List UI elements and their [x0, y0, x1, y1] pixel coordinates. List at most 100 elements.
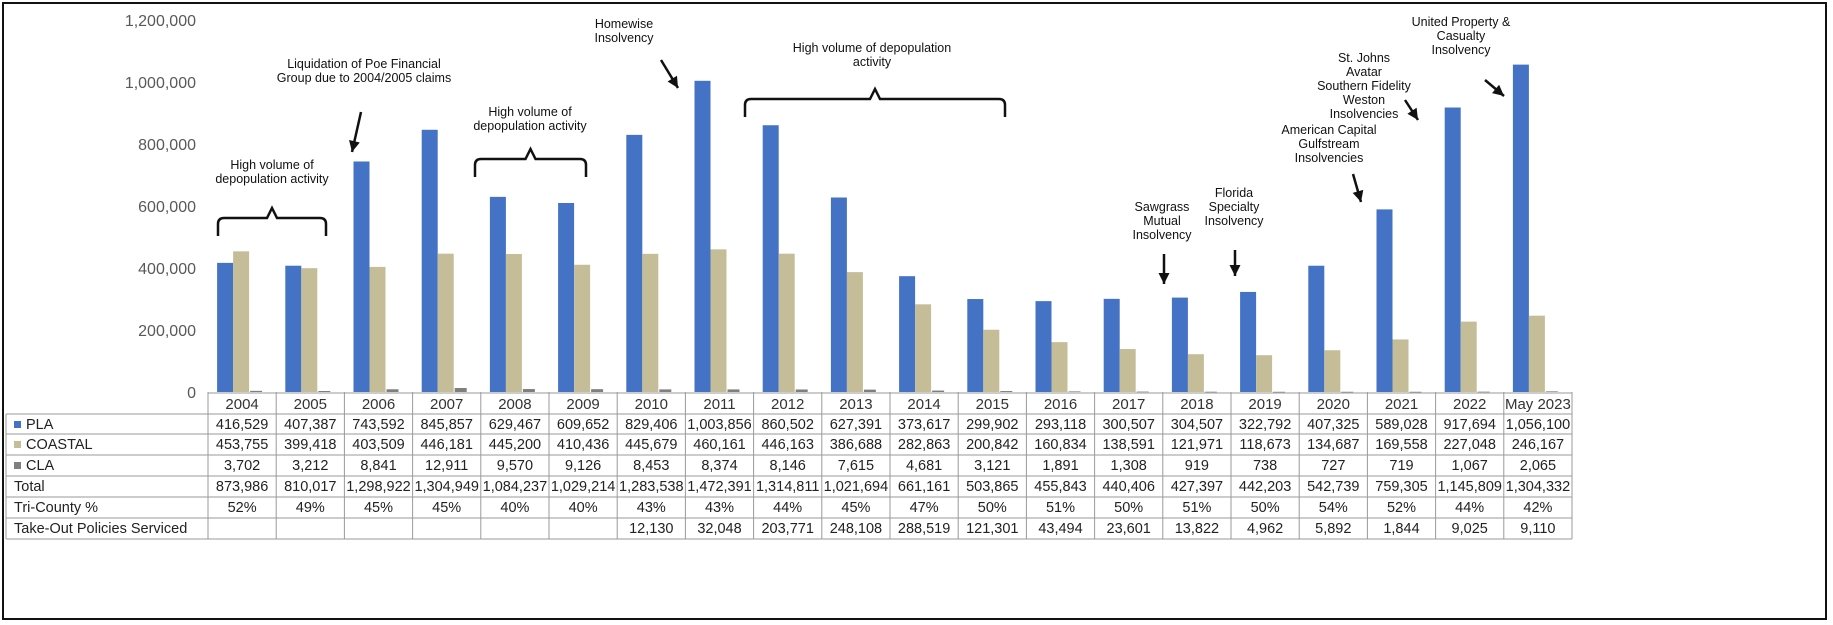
- table-cell: 246,167: [1512, 437, 1564, 453]
- annotation-text: Insolvencies: [1330, 107, 1399, 121]
- table-cell: 43,494: [1038, 521, 1082, 537]
- table-cell: 40%: [500, 500, 529, 516]
- table-cell: 845,857: [420, 417, 472, 433]
- table-cell: 542,739: [1307, 479, 1359, 495]
- table-cell: 248,108: [830, 521, 882, 537]
- bar-coastal: [1392, 339, 1409, 392]
- annotation-text: Southern Fidelity: [1317, 79, 1412, 93]
- bar-pla: [1376, 209, 1393, 392]
- bar-pla: [626, 134, 643, 392]
- table-cell: 43%: [705, 500, 734, 516]
- table-cell: 453,755: [216, 437, 268, 453]
- y-tick-label: 1,000,000: [125, 75, 196, 92]
- bar-pla: [217, 262, 234, 392]
- table-cell: 12,911: [425, 458, 468, 474]
- table-cell: 455,843: [1034, 479, 1086, 495]
- annotation-arrow-head: [1229, 265, 1241, 276]
- table-cell: 43%: [637, 500, 666, 516]
- table-cell: 1,298,922: [346, 479, 411, 495]
- table-cell: 1,084,237: [483, 479, 548, 495]
- bar-chart: 0 200,000 400,000 600,000 800,000 1,000,000 1,…: [5, 13, 1573, 540]
- legend-label: PLA: [26, 417, 54, 433]
- bar-cla: [591, 389, 604, 392]
- table-cell: 917,694: [1443, 417, 1495, 433]
- bar-coastal: [1051, 342, 1068, 392]
- x-category-label: 2005: [294, 396, 327, 413]
- legend-label: CLA: [26, 458, 55, 474]
- y-tick-label: 1,200,000: [125, 13, 196, 30]
- bar-coastal: [233, 251, 250, 392]
- bar-cla: [659, 389, 672, 392]
- table-cell: 3,702: [224, 458, 260, 474]
- bar-coastal: [1256, 355, 1273, 392]
- bar-cla: [1136, 391, 1149, 393]
- table-cell: 3,212: [292, 458, 328, 474]
- table-cell: 407,325: [1307, 417, 1359, 433]
- annotation-text: Weston: [1343, 93, 1385, 107]
- annotation-arrow-head: [1492, 84, 1504, 96]
- table-cell: 304,507: [1171, 417, 1223, 433]
- bar-pla: [830, 197, 847, 392]
- bar-coastal: [301, 268, 318, 392]
- table-cell: 589,028: [1375, 417, 1427, 433]
- bar-pla: [353, 161, 370, 392]
- table-cell: 1,056,100: [1506, 417, 1571, 433]
- x-category-label: 2019: [1248, 396, 1281, 413]
- table-cell: 1,304,949: [414, 479, 479, 495]
- bar-pla: [1308, 265, 1325, 392]
- bar-coastal: [1460, 321, 1477, 392]
- x-category-label: 2018: [1180, 396, 1213, 413]
- table-cell: 445,200: [489, 437, 541, 453]
- table-cell: 23,601: [1107, 521, 1151, 537]
- table-cell: 322,792: [1239, 417, 1291, 433]
- table-cell: 52%: [1387, 500, 1416, 516]
- table-cell: 403,509: [352, 437, 404, 453]
- table-cell: 299,902: [966, 417, 1018, 433]
- table-cell: 661,161: [898, 479, 950, 495]
- legend-label: COASTAL: [26, 437, 93, 453]
- bar-cla: [454, 387, 467, 392]
- annotation-text: depopulation activity: [473, 119, 587, 133]
- x-category-label: 2007: [430, 396, 463, 413]
- table-cell: 118,673: [1239, 437, 1290, 453]
- table-cell: 50%: [1251, 500, 1280, 516]
- annotation-text: Gulfstream: [1298, 137, 1359, 151]
- table-cell: 407,387: [284, 417, 336, 433]
- table-cell: 227,048: [1443, 437, 1495, 453]
- x-category-label: 2020: [1317, 396, 1350, 413]
- annotation-text: Homewise: [595, 17, 653, 31]
- x-category-label: May 2023: [1505, 396, 1571, 413]
- table-cell: 503,865: [966, 479, 1018, 495]
- bar-cla: [386, 389, 399, 392]
- bar-pla: [285, 265, 302, 392]
- bar-cla: [1341, 391, 1354, 393]
- table-cell: 1,891: [1042, 458, 1078, 474]
- annotation-text: Insolvency: [1132, 228, 1192, 242]
- table-cell: 49%: [296, 500, 325, 516]
- annotation-text: High volume of: [230, 158, 314, 172]
- table-cell: 3,121: [974, 458, 1010, 474]
- table-cell: 4,962: [1247, 521, 1283, 537]
- annotation-arrow-head: [349, 140, 360, 152]
- table-cell: 4,681: [906, 458, 942, 474]
- table-cell: 203,771: [761, 521, 813, 537]
- table-cell: 7,615: [838, 458, 874, 474]
- bar-pla: [1103, 298, 1120, 392]
- annotation-text: Sawgrass: [1135, 200, 1190, 214]
- table-cell: 1,308: [1111, 458, 1147, 474]
- table-cell: 1,304,332: [1506, 479, 1571, 495]
- annotation-brace: [473, 146, 588, 177]
- x-category-label: 2014: [907, 396, 940, 413]
- bar-cla: [1273, 391, 1286, 393]
- annotation-text: Specialty: [1209, 200, 1260, 214]
- bar-coastal: [369, 266, 386, 392]
- table-cell: 829,406: [625, 417, 677, 433]
- table-cell: 138,591: [1102, 437, 1154, 453]
- table-row-label: Tri-County %: [14, 500, 98, 516]
- table-cell: 440,406: [1102, 479, 1154, 495]
- x-category-label: 2022: [1453, 396, 1486, 413]
- table-cell: 160,834: [1034, 437, 1086, 453]
- table-cell: 42%: [1523, 500, 1552, 516]
- table-cell: 442,203: [1239, 479, 1291, 495]
- table-cell: 52%: [228, 500, 257, 516]
